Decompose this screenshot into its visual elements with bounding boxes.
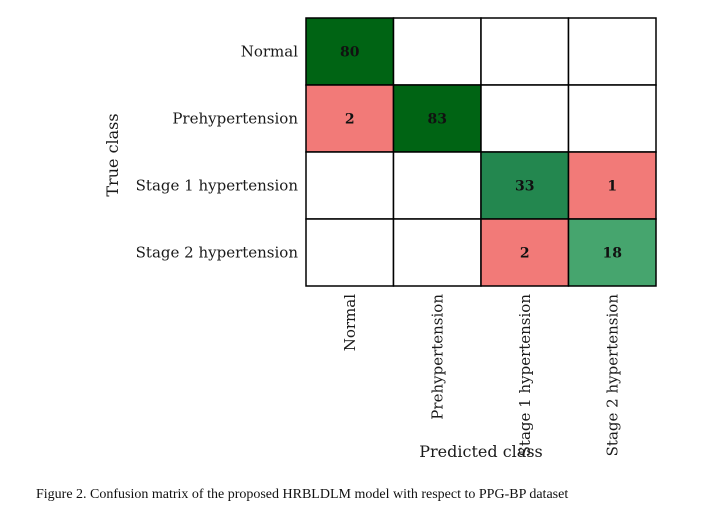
x-tick-label: Normal — [341, 294, 359, 351]
cell-value-2-3: 1 — [607, 179, 617, 195]
figure-caption: Figure 2. Confusion matrix of the propos… — [36, 487, 569, 502]
cell-value-1-1: 83 — [428, 112, 447, 128]
matrix-cell-3-1 — [392, 218, 482, 287]
y-tick-label: Stage 2 hypertension — [136, 244, 299, 262]
matrix-cell-3-3 — [567, 218, 657, 287]
x-tick-labels: Normal Prehypertension Stage 1 hypertensio… — [341, 294, 622, 457]
matrix-cell-0-2 — [480, 17, 570, 86]
matrix-values: 80 2 83 33 1 2 18 — [340, 45, 622, 262]
cell-value-3-3: 18 — [603, 246, 622, 262]
matrix-cell-0-0 — [305, 17, 395, 86]
cell-value-0-0: 80 — [340, 45, 360, 61]
matrix-cell-1-1 — [392, 84, 482, 153]
confusion-matrix-chart: 80 2 83 33 1 2 18 Normal Prehypertension Stage 1… — [103, 17, 657, 461]
matrix-cells — [305, 17, 657, 287]
y-tick-label: Prehypertension — [172, 110, 298, 128]
y-tick-label: Stage 1 hypertension — [136, 177, 299, 195]
cell-value-1-0: 2 — [345, 112, 355, 128]
matrix-cell-3-0 — [305, 218, 395, 287]
x-tick-label: Stage 2 hypertension — [603, 294, 621, 457]
x-tick-label: Stage 1 hypertension — [516, 294, 534, 457]
y-tick-label: Normal — [241, 43, 298, 61]
cell-value-3-2: 2 — [520, 246, 530, 262]
matrix-cell-0-1 — [392, 17, 482, 86]
matrix-cell-2-3 — [567, 151, 657, 220]
matrix-cell-0-3 — [567, 17, 657, 86]
matrix-cell-2-1 — [392, 151, 482, 220]
x-axis-label: Predicted class — [419, 442, 542, 461]
cell-value-2-2: 33 — [515, 179, 534, 195]
y-tick-labels: Normal Prehypertension Stage 1 hypertensio… — [136, 43, 299, 262]
matrix-cell-2-0 — [305, 151, 395, 220]
y-axis-label: True class — [103, 113, 122, 196]
matrix-cell-1-3 — [567, 84, 657, 153]
x-tick-label: Prehypertension — [428, 294, 446, 420]
matrix-cell-1-2 — [480, 84, 570, 153]
